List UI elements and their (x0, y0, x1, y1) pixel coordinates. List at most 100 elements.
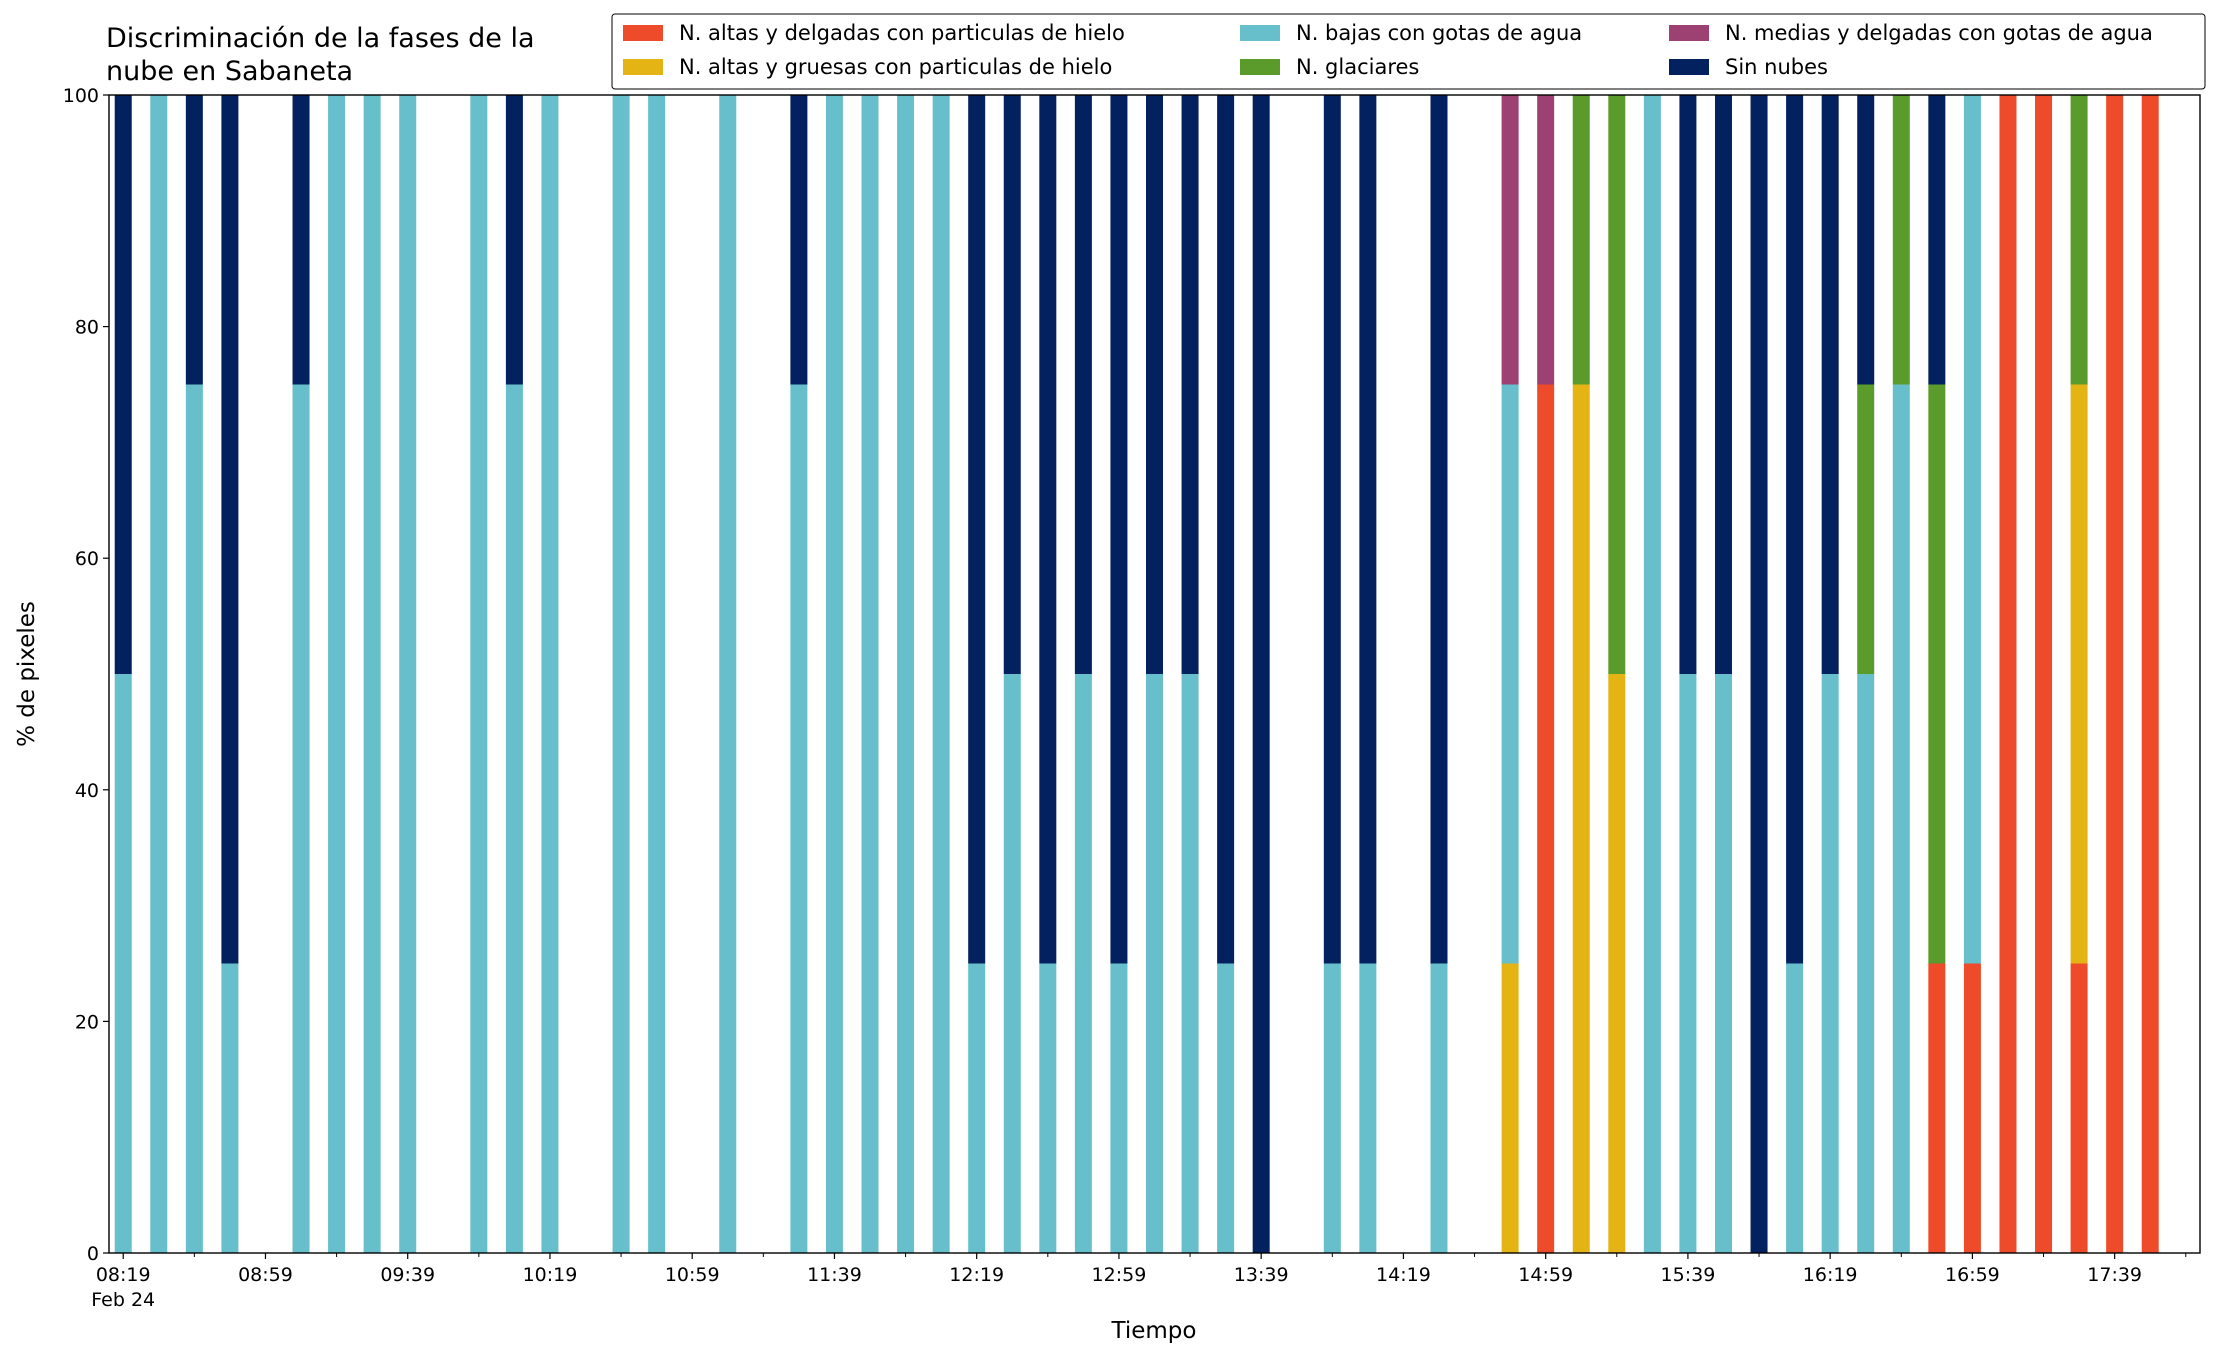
bar-segment (968, 95, 986, 964)
bar-segment (2035, 95, 2053, 1253)
bar-segment (1572, 384, 1590, 1253)
bar-segment (1003, 674, 1021, 1253)
bar-segment (221, 95, 239, 964)
bar-segment (1963, 95, 1981, 964)
bar-segment (1714, 674, 1732, 1253)
x-tick-label: 14:19 (1376, 1264, 1431, 1286)
bar-segment (114, 95, 132, 674)
bar-segment (1217, 95, 1235, 964)
bar-segment (1217, 963, 1235, 1253)
bar-segment (1786, 95, 1804, 964)
bar-segment (1323, 963, 1341, 1253)
bar-segment (1857, 384, 1875, 674)
legend-swatch (1240, 25, 1280, 41)
bar-segment (2070, 963, 2088, 1253)
bar-segment (1963, 963, 1981, 1253)
y-tick-label: 100 (63, 85, 99, 107)
bar-segment (1679, 95, 1697, 674)
y-axis-label: % de pixeles (14, 601, 40, 747)
bar-segment (1359, 963, 1377, 1253)
x-tick-label: 09:39 (380, 1264, 435, 1286)
bar-segment (1608, 674, 1626, 1253)
bar-segment (1537, 384, 1555, 1253)
legend-swatch (1240, 59, 1280, 75)
bar-segment (1430, 963, 1448, 1253)
bar-segment (1181, 95, 1199, 674)
bar-segment (861, 95, 879, 1253)
bar-segment (470, 95, 488, 1253)
bar-segment (1928, 384, 1946, 964)
legend-label: N. glaciares (1296, 55, 1419, 79)
bar-segment (932, 95, 950, 1253)
bar-segment (399, 95, 417, 1253)
bar-segment (1999, 95, 2017, 1253)
y-tick-label: 20 (75, 1011, 99, 1033)
x-tick-label: 13:39 (1234, 1264, 1289, 1286)
bar-segment (292, 384, 310, 1253)
bar-segment (1146, 674, 1163, 1253)
bar-segment (1821, 674, 1839, 1253)
legend-label: N. medias y delgadas con gotas de agua (1725, 21, 2153, 45)
x-tick-label: 15:39 (1661, 1264, 1716, 1286)
x-tick-label: 10:59 (665, 1264, 720, 1286)
bar-segment (1110, 963, 1128, 1253)
bar-segment (2070, 95, 2088, 385)
x-tick-label: 08:59 (238, 1264, 293, 1286)
x-tick-label: 12:59 (1092, 1264, 1147, 1286)
bar-segment (612, 95, 630, 1253)
x-axis-label: Tiempo (1111, 1318, 1197, 1344)
bar-segment (1146, 95, 1163, 674)
bar-segment (1857, 95, 1875, 385)
x-tick-label: 11:39 (807, 1264, 862, 1286)
bar-segment (1537, 95, 1555, 385)
bar-segment (328, 95, 346, 1253)
bar-segment (1928, 95, 1946, 385)
legend-swatch (623, 59, 663, 75)
bar-segment (150, 95, 168, 1253)
bar-segment (363, 95, 381, 1253)
legend-swatch (1669, 25, 1709, 41)
bar-segment (1679, 674, 1697, 1253)
x-tick-label: 16:59 (1945, 1264, 2000, 1286)
bar-segment (1181, 674, 1199, 1253)
bar-segment (1643, 95, 1661, 1253)
legend-label: N. altas y delgadas con particulas de hi… (679, 21, 1125, 45)
bar-segment (1252, 95, 1270, 1253)
bar-segment (114, 674, 132, 1253)
bar-segment (1359, 95, 1377, 964)
bar-segment (505, 384, 523, 1253)
x-tick-label: 14:59 (1518, 1264, 1573, 1286)
legend-label: N. bajas con gotas de agua (1296, 21, 1582, 45)
bar-segment (1501, 95, 1519, 385)
bar-segment (1003, 95, 1021, 674)
bar-segment (1892, 384, 1910, 1253)
bar-segment (2141, 95, 2159, 1253)
y-tick-label: 0 (87, 1243, 99, 1265)
bar-segment (1572, 95, 1590, 385)
bar-segment (1928, 963, 1946, 1253)
y-tick-label: 40 (75, 780, 99, 802)
x-tick-label: 08:19 (96, 1264, 151, 1286)
bar-segment (1857, 674, 1875, 1253)
bar-segment (1750, 95, 1768, 1253)
bar-segment (185, 95, 203, 385)
bar-segment (1501, 384, 1519, 964)
bar-segment (1501, 963, 1519, 1253)
bar-segment (185, 384, 203, 1253)
bar-segment (2070, 384, 2088, 964)
bar-segment (790, 95, 808, 385)
bar-segment (897, 95, 915, 1253)
x-date-label: Feb 24 (91, 1289, 155, 1311)
bar-segment (719, 95, 737, 1253)
bar-segment (1821, 95, 1839, 674)
bar-segment (790, 384, 808, 1253)
legend-swatch (623, 25, 663, 41)
bar-segment (505, 95, 523, 385)
bar-segment (292, 95, 310, 385)
chart-title: Discriminación de la fases de la nube en… (106, 23, 535, 87)
bar-segment (1608, 95, 1626, 674)
bar-segment (1892, 95, 1910, 385)
y-tick-label: 60 (75, 548, 99, 570)
